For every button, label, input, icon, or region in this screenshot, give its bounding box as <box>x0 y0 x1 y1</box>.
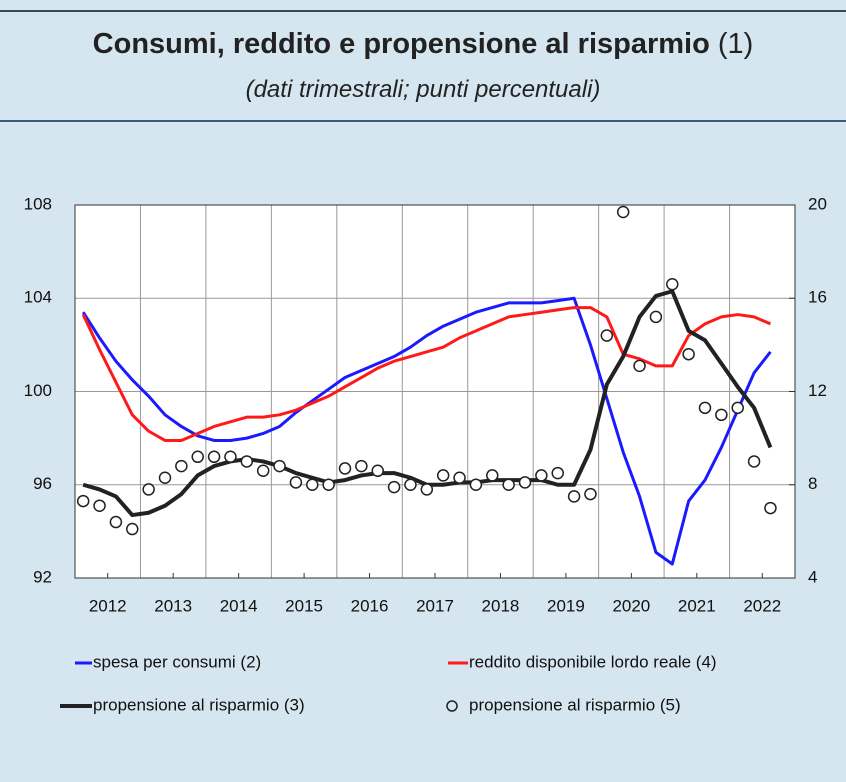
series-point <box>469 478 483 491</box>
series-point <box>240 455 254 468</box>
y-tick-label: 104 <box>24 288 52 307</box>
legend-label: propensione al risparmio (3) <box>93 695 305 714</box>
series-point <box>371 464 384 478</box>
x-tick-label: 2021 <box>678 596 716 615</box>
series-point <box>453 471 466 485</box>
x-tick-label: 2013 <box>154 596 192 615</box>
series-point <box>698 401 712 415</box>
series-point <box>306 478 319 491</box>
series-point <box>207 450 221 464</box>
x-tick-label: 2022 <box>743 596 781 615</box>
series-point <box>76 494 90 508</box>
series-point <box>747 455 761 468</box>
series-point <box>535 469 548 482</box>
series-point <box>616 205 630 219</box>
series-point <box>584 487 597 501</box>
legend-label: reddito disponibile lordo reale (4) <box>469 652 717 671</box>
series-point <box>109 515 123 529</box>
series-point <box>191 450 204 464</box>
x-tick-label: 2016 <box>351 596 389 615</box>
series-point <box>436 469 450 482</box>
series-point <box>486 469 499 482</box>
y2-tick-label: 12 <box>808 381 827 400</box>
series-point <box>126 522 139 536</box>
separator <box>0 120 846 122</box>
y-tick-label: 108 <box>24 194 52 213</box>
series-point <box>273 459 286 473</box>
series-point <box>256 464 270 478</box>
legend-marker <box>446 700 458 712</box>
y-tick-label: 92 <box>33 567 52 586</box>
chart-title: Consumi, reddito e propensione al rispar… <box>0 28 846 61</box>
x-tick-label: 2018 <box>482 596 520 615</box>
series-point <box>649 310 663 324</box>
y2-tick-label: 20 <box>808 194 827 213</box>
series-point <box>322 478 335 491</box>
series-line <box>81 306 772 442</box>
series-point <box>93 499 106 512</box>
series-point <box>338 462 352 475</box>
series-point <box>175 459 188 473</box>
title-note: (1) <box>717 28 754 60</box>
series-point <box>666 278 679 291</box>
x-tick-label: 2014 <box>220 596 258 615</box>
y2-tick-label: 4 <box>808 567 817 586</box>
plot-frame <box>74 204 796 579</box>
series-point <box>355 459 368 473</box>
series-point <box>633 359 646 373</box>
series-point <box>715 408 728 422</box>
series-point <box>404 478 417 491</box>
series-point <box>224 450 237 464</box>
series-point <box>289 476 303 489</box>
series-point <box>682 347 695 361</box>
series-point <box>158 471 172 485</box>
series-line <box>81 296 772 566</box>
chart-subtitle: (dati trimestrali; punti percentuali) <box>245 76 601 103</box>
y2-tick-label: 16 <box>808 288 827 307</box>
x-tick-label: 2015 <box>285 596 323 615</box>
x-tick-label: 2012 <box>89 596 127 615</box>
y2-tick-label: 8 <box>808 474 817 493</box>
legend-label: propensione al risparmio (5) <box>469 695 681 714</box>
series-point <box>518 476 532 489</box>
series-point <box>142 483 155 496</box>
series-point <box>502 478 515 491</box>
y-tick-label: 96 <box>33 474 52 493</box>
x-tick-label: 2020 <box>612 596 650 615</box>
series-point <box>567 490 581 503</box>
top-rule <box>0 10 846 12</box>
series-point <box>600 329 614 342</box>
series-point <box>387 480 401 494</box>
x-tick-label: 2019 <box>547 596 585 615</box>
series-point <box>551 466 564 480</box>
x-tick-label: 2017 <box>416 596 454 615</box>
title-main: Consumi, reddito e propensione al rispar… <box>92 28 710 60</box>
series-point <box>764 501 777 515</box>
series-point <box>420 483 434 496</box>
legend-label: spesa per consumi (2) <box>93 652 261 671</box>
series-point <box>731 401 744 415</box>
y-tick-label: 100 <box>24 381 52 400</box>
